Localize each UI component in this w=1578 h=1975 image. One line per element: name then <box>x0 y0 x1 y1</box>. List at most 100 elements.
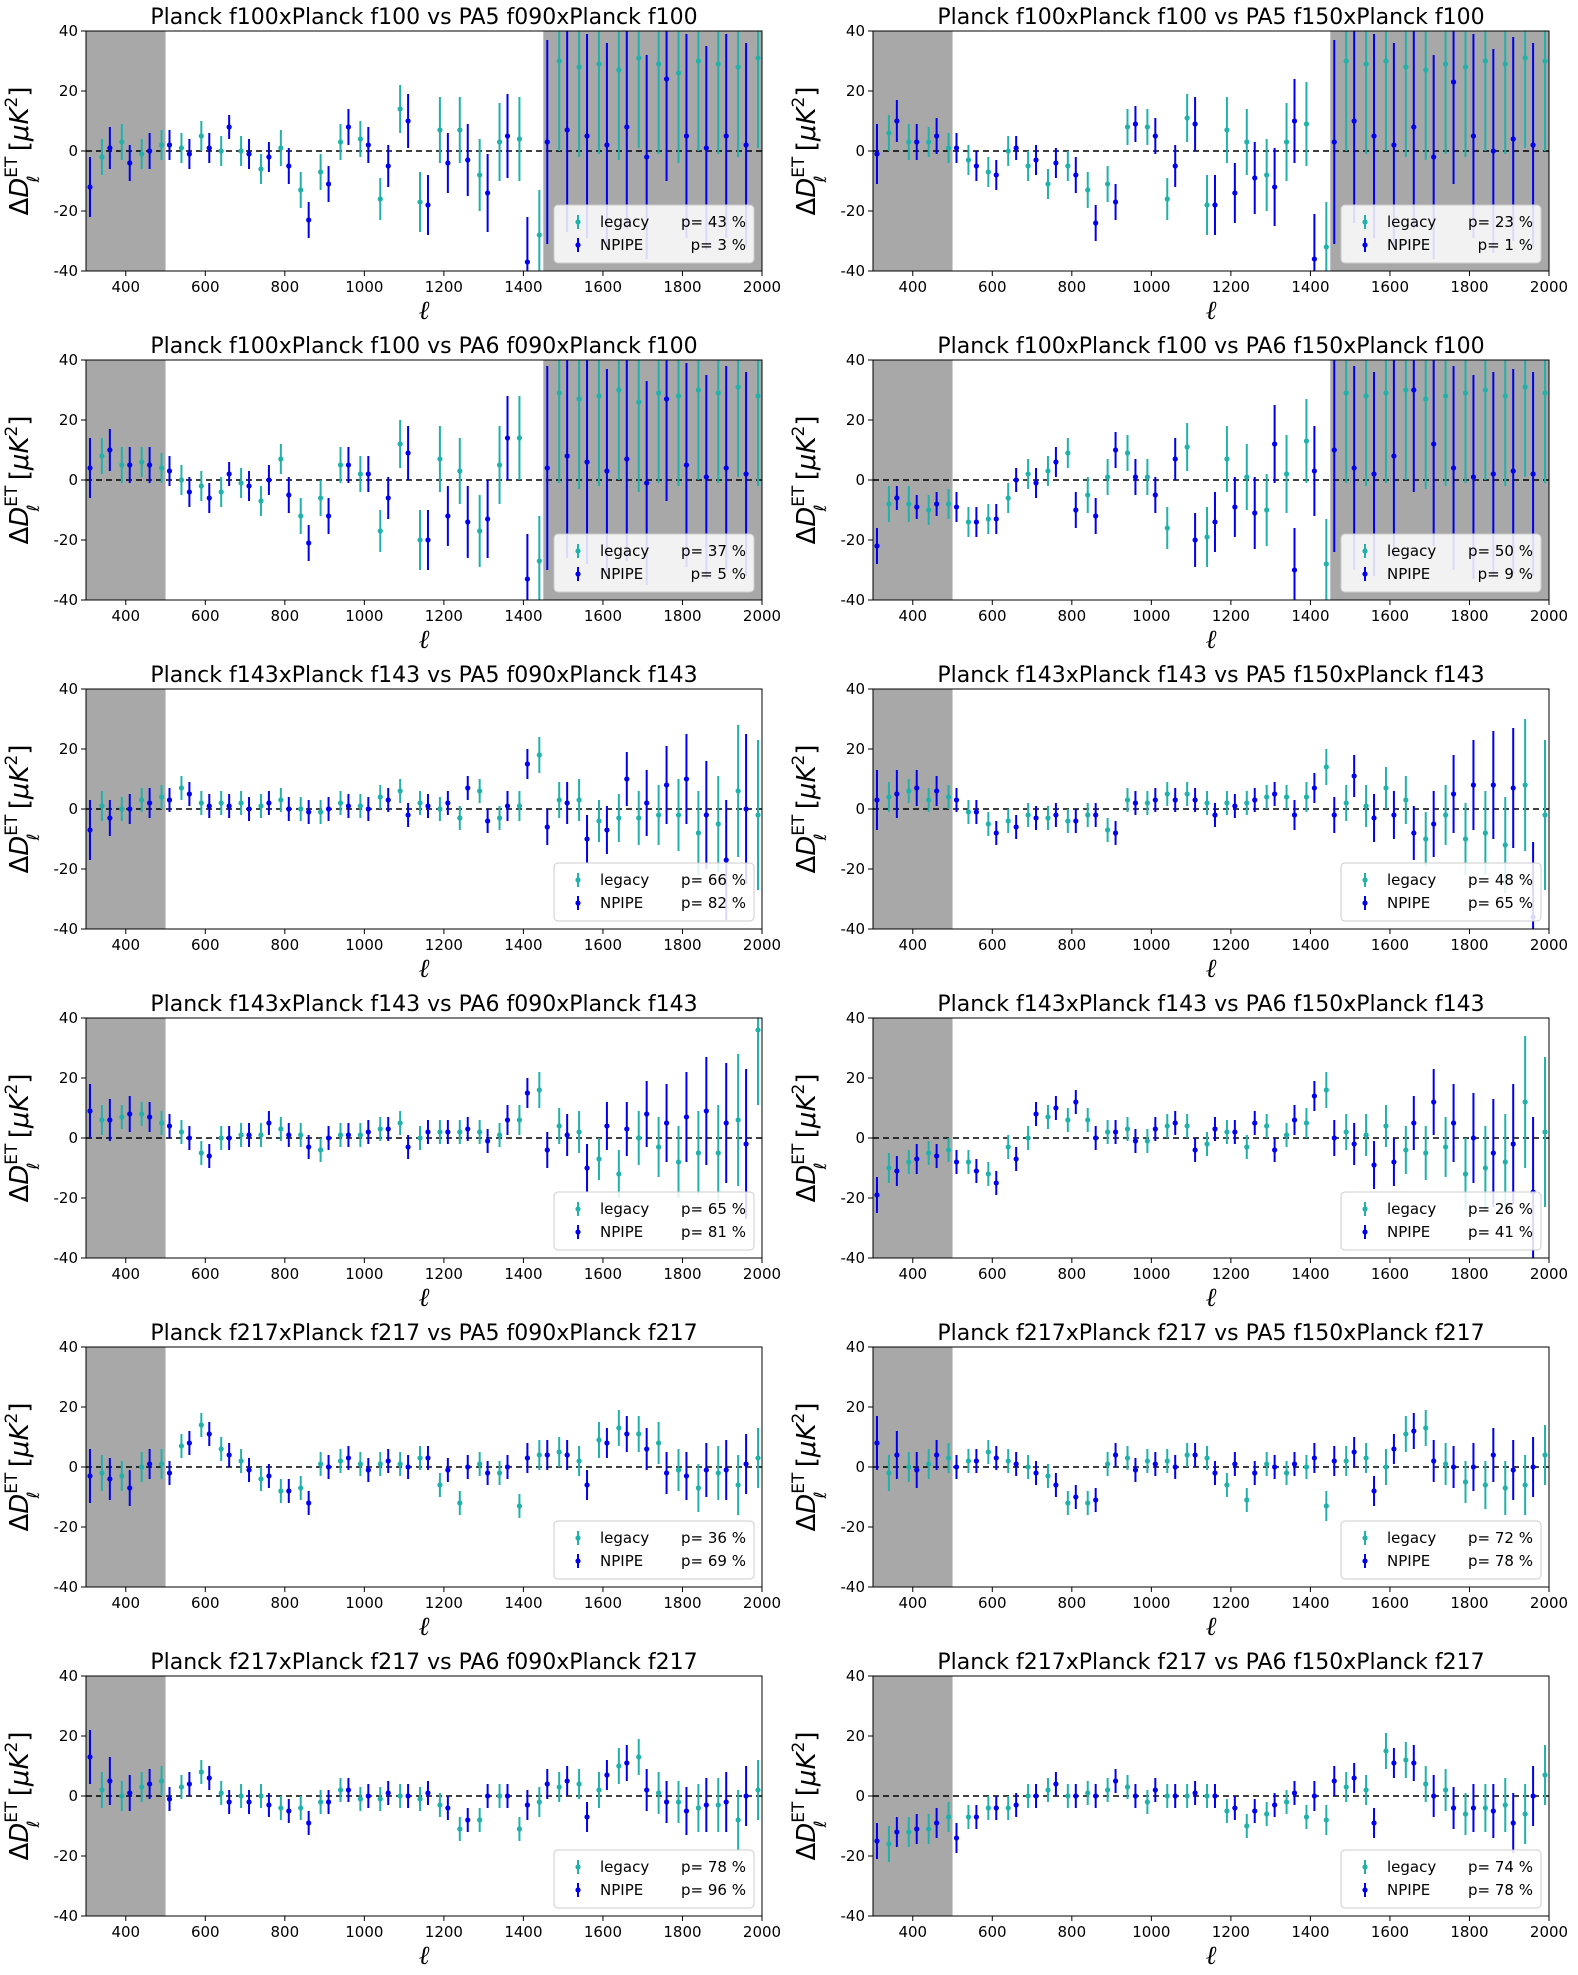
data-point <box>993 1180 999 1186</box>
data-point <box>325 1464 332 1470</box>
x-tick-label: 1000 <box>1132 278 1170 296</box>
data-point <box>755 55 761 61</box>
y-tick-label: 40 <box>59 22 78 40</box>
data-point <box>1423 1781 1429 1787</box>
data-point <box>755 1787 761 1793</box>
data-point <box>206 803 212 809</box>
panel-2: 400 600 800 1000 1200 1400 1600 1800 2000 -40 -20 0… <box>789 5 1568 326</box>
x-tick-label: 1000 <box>1132 1923 1170 1941</box>
data-point <box>206 495 212 501</box>
y-tick-label: -40 <box>54 1249 79 1267</box>
y-tick-label: -40 <box>841 1249 866 1267</box>
data-point <box>457 127 463 133</box>
data-point <box>99 1470 105 1476</box>
x-tick-label: 800 <box>271 278 300 296</box>
data-point <box>266 477 272 483</box>
y-tick-label: 0 <box>68 1787 78 1805</box>
x-tick-label: 1400 <box>1291 1923 1329 1941</box>
data-point <box>993 172 999 178</box>
data-point <box>516 803 523 809</box>
ylabel-mu: μ <box>792 454 822 472</box>
data-point <box>218 1790 224 1796</box>
y-tick-label: 20 <box>846 82 865 100</box>
data-point <box>306 1144 312 1150</box>
data-point <box>357 136 363 142</box>
data-point <box>953 504 960 510</box>
data-point <box>417 1796 423 1802</box>
data-point <box>504 803 511 809</box>
x-tick-label: 1400 <box>504 1265 542 1283</box>
data-point <box>465 1464 471 1470</box>
data-point <box>524 259 530 265</box>
y-tick-label: -40 <box>54 920 79 938</box>
panel-7: 400 600 800 1000 1200 1400 1600 1800 2000 -40 -20 0… <box>2 992 781 1313</box>
data-point <box>1184 1793 1190 1799</box>
data-point <box>656 61 662 67</box>
data-point <box>1132 1138 1139 1144</box>
ylabel-close: ] <box>5 86 35 96</box>
x-tick-label: 1800 <box>1450 607 1488 625</box>
x-tick-label: 800 <box>271 1265 300 1283</box>
data-point <box>218 1446 224 1452</box>
x-axis-label: ℓ <box>419 625 430 655</box>
data-point <box>624 1431 630 1437</box>
series-legacy <box>99 360 761 600</box>
y-tick-label: 40 <box>846 1338 865 1356</box>
data-point <box>624 456 630 462</box>
ylabel-open: [ <box>792 1457 822 1475</box>
y-tick-label: 40 <box>59 1667 78 1685</box>
legend-box <box>1340 1520 1542 1580</box>
data-point <box>1423 1425 1429 1431</box>
data-point <box>198 483 204 489</box>
ylabel-close: ] <box>792 415 822 425</box>
legend-box <box>553 1849 755 1909</box>
data-point <box>87 827 93 833</box>
data-point <box>894 495 900 501</box>
data-point <box>894 1829 900 1835</box>
x-tick-label: 1200 <box>1212 1923 1250 1941</box>
data-point <box>226 124 232 130</box>
data-point <box>1025 1793 1031 1799</box>
x-axis-label: ℓ <box>1206 296 1217 326</box>
legend-box <box>1340 862 1542 922</box>
panel-11: 400 600 800 1000 1200 1400 1600 1800 2000 -40 -20 0… <box>2 1650 781 1971</box>
data-point <box>1204 202 1210 208</box>
data-point <box>616 1171 622 1177</box>
legend-p-value: p= 26 % <box>1468 1200 1533 1218</box>
data-point <box>1431 1099 1437 1105</box>
ylabel-mu: μ <box>792 1441 822 1459</box>
data-point <box>1212 1793 1218 1799</box>
ylabel-k: K <box>792 1422 822 1441</box>
data-point <box>258 498 264 504</box>
data-point <box>1033 1793 1039 1799</box>
data-point <box>1053 1482 1059 1488</box>
legend-marker-dot <box>1362 571 1368 577</box>
legend-p-value: p= 50 % <box>1468 542 1533 560</box>
data-point <box>1065 1117 1071 1123</box>
y-tick-label: 40 <box>59 680 78 698</box>
chart-title: Planck f217xPlanck f217 vs PA6 f090xPlan… <box>150 1650 697 1675</box>
data-point <box>524 1802 530 1808</box>
data-point <box>1303 794 1310 800</box>
data-point <box>1025 1464 1031 1470</box>
data-point <box>596 393 602 399</box>
x-axis-label: ℓ <box>1206 1612 1217 1642</box>
data-point <box>556 1449 562 1455</box>
data-point <box>345 1787 352 1793</box>
data-point <box>1431 821 1437 827</box>
y-tick-label: 0 <box>68 1458 78 1476</box>
data-point <box>576 396 582 402</box>
series-npipe <box>87 1730 749 1835</box>
data-point <box>715 1150 721 1156</box>
data-point <box>365 142 371 148</box>
data-point <box>663 1120 670 1126</box>
x-tick-label: 800 <box>1058 607 1087 625</box>
data-point <box>1502 1485 1508 1491</box>
data-point <box>405 1793 411 1799</box>
data-point <box>226 1452 232 1458</box>
data-point <box>1291 567 1298 573</box>
x-tick-label: 1800 <box>1450 1265 1488 1283</box>
y-tick-label: -40 <box>841 1907 866 1925</box>
data-point <box>683 1114 690 1120</box>
data-point <box>445 160 451 166</box>
